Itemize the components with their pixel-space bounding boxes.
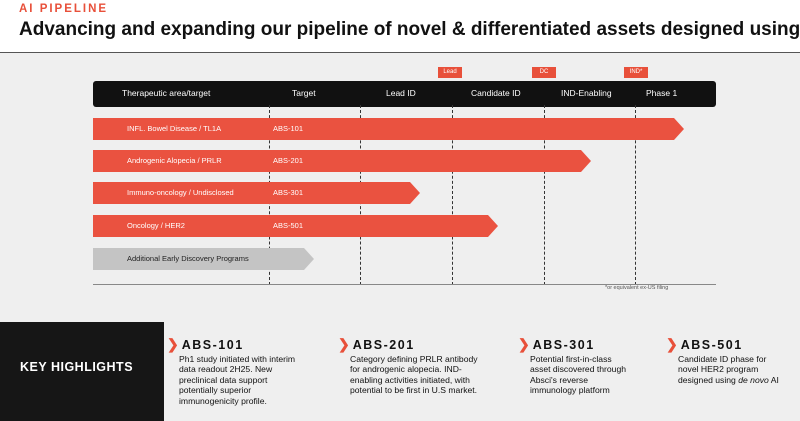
- column-header-ind-enabling: IND-Enabling: [561, 88, 612, 98]
- timeline-baseline: [93, 284, 716, 285]
- highlight-description: Candidate ID phase for novel HER2 progra…: [678, 354, 779, 385]
- milestone-dc-tag: DC: [532, 67, 556, 78]
- stage-divider: [635, 105, 636, 285]
- program-area-label: Oncology / HER2: [127, 221, 185, 230]
- highlight-abs-501: ❯ ABS-501 Candidate ID phase for novel HE…: [666, 336, 779, 385]
- highlight-description: Potential first-in-class asset discovere…: [530, 354, 627, 396]
- program-area-label: Additional Early Discovery Programs: [127, 254, 249, 263]
- column-header-area: Therapeutic area/target: [122, 88, 211, 98]
- program-asset-label: ABS-301: [273, 188, 304, 197]
- column-header-target: Target: [292, 88, 316, 98]
- program-area-label: Androgenic Alopecia / PRLR: [127, 156, 222, 165]
- program-bar-abs-201: [93, 150, 581, 172]
- chevron-right-icon: ❯: [338, 336, 350, 352]
- program-asset-label: ABS-101: [273, 124, 304, 133]
- program-arrow: [581, 150, 591, 172]
- key-highlights-label: KEY HIGHLIGHTS: [20, 360, 134, 374]
- footnote: *or equivalent ex-US filing: [605, 285, 669, 291]
- program-arrow: [304, 248, 314, 270]
- program-area-label: Immuno-oncology / Undisclosed: [127, 188, 234, 197]
- milestone-lead-tag: Lead: [438, 67, 462, 78]
- program-arrow: [410, 182, 420, 204]
- chevron-right-icon: ❯: [518, 336, 530, 352]
- program-arrow: [488, 215, 498, 237]
- program-bar-abs-301: [93, 182, 410, 204]
- chevron-right-icon: ❯: [666, 336, 678, 352]
- highlight-abs-101: ❯ ABS-101 Ph1 study initiated with interi…: [167, 336, 295, 406]
- page-header: [0, 0, 800, 52]
- section-eyebrow: AI PIPELINE: [19, 3, 109, 15]
- header-divider: [0, 52, 800, 53]
- stage-divider: [544, 105, 545, 285]
- highlight-abs-201: ❯ ABS-201 Category defining PRLR antibody…: [338, 336, 478, 395]
- program-arrow: [674, 118, 684, 140]
- program-bar-abs-101: [93, 118, 674, 140]
- key-highlights-panel: [0, 322, 164, 421]
- milestone-ind-tag: IND*: [624, 67, 648, 78]
- column-header-lead-id: Lead ID: [386, 88, 416, 98]
- program-bar-abs-501: [93, 215, 488, 237]
- highlight-description: Ph1 study initiated with interim data re…: [179, 354, 296, 406]
- program-asset-label: ABS-501: [273, 221, 304, 230]
- chevron-right-icon: ❯: [167, 336, 179, 352]
- program-area-label: INFL. Bowel Disease / TL1A: [127, 124, 222, 133]
- stage-divider: [452, 105, 453, 285]
- program-asset-label: ABS-201: [273, 156, 304, 165]
- column-header-phase-1: Phase 1: [646, 88, 678, 98]
- highlight-abs-301: ❯ ABS-301 Potential first-in-class asset …: [518, 336, 626, 395]
- highlight-title: ABS-501: [680, 338, 743, 352]
- highlight-title: ABS-101: [181, 338, 244, 352]
- stage-header-bar: [93, 81, 716, 107]
- highlight-description: Category defining PRLR antibody for andr…: [350, 354, 478, 396]
- column-header-candidate-id: Candidate ID: [471, 88, 521, 98]
- page-title: Advancing and expanding our pipeline of …: [19, 19, 800, 40]
- program-bar-early-discovery: [93, 248, 304, 270]
- highlight-title: ABS-301: [532, 338, 595, 352]
- highlight-title: ABS-201: [352, 338, 415, 352]
